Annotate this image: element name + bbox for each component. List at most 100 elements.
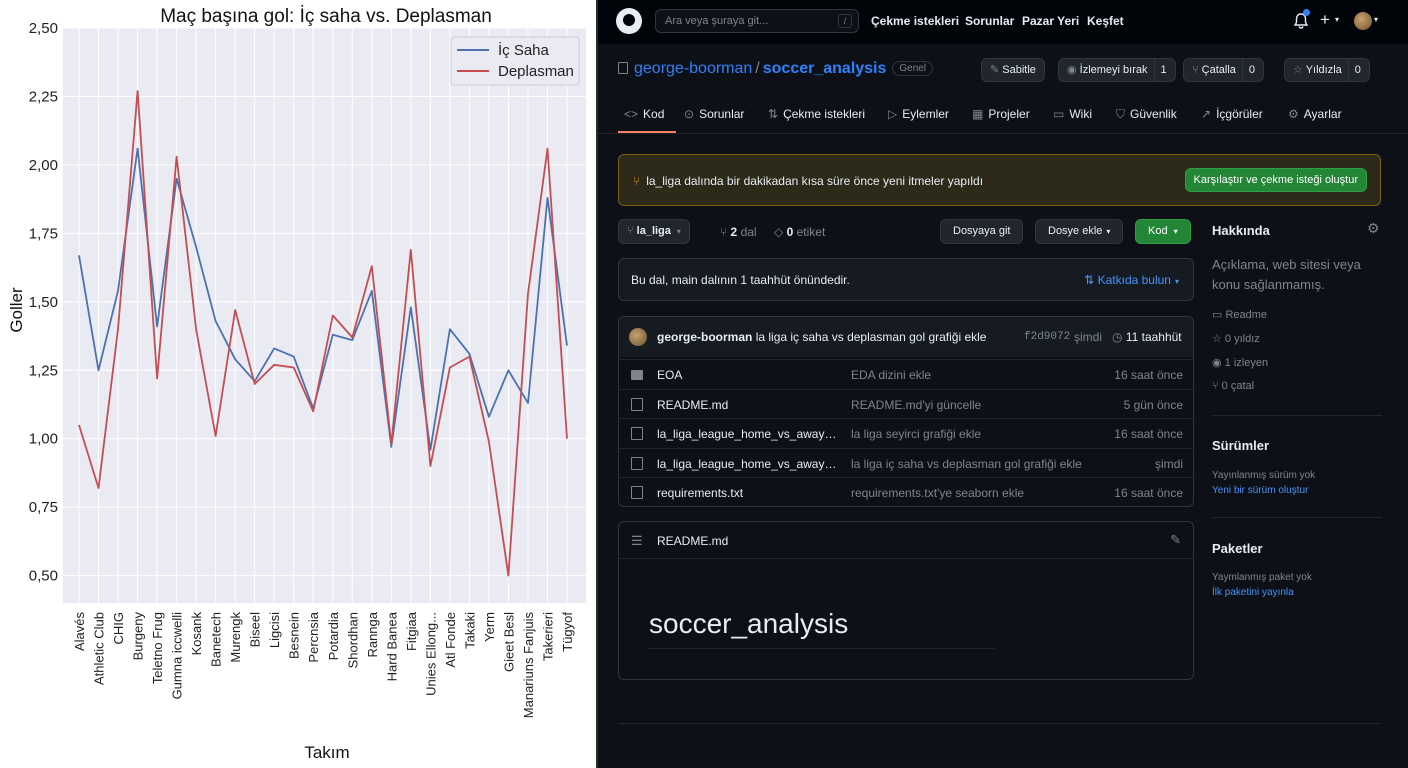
- user-avatar[interactable]: [1354, 12, 1372, 30]
- tag-icon: ◇: [774, 225, 787, 239]
- y-tick-label: 2,00: [29, 157, 58, 174]
- repo-owner-link[interactable]: george-boorman: [634, 60, 753, 77]
- readme-panel: ☰ README.md ✎ soccer_analysis: [618, 521, 1194, 680]
- y-axis-label: Goller: [7, 287, 26, 333]
- x-tick-label: Shordhan: [345, 612, 360, 668]
- star-icon: ☆: [1212, 333, 1225, 345]
- window-divider[interactable]: [596, 0, 598, 768]
- nav-explore[interactable]: Keşfet: [1087, 14, 1124, 28]
- branches-link[interactable]: ⑂ 2 dal: [720, 225, 757, 239]
- tab-issues[interactable]: ⊙ Sorunlar: [684, 107, 745, 121]
- x-tick-label: Tügyof: [560, 612, 575, 652]
- edit-pencil-icon[interactable]: ✎: [1170, 532, 1181, 547]
- pull-request-icon: ⇅: [768, 107, 779, 121]
- book-icon: ▭: [1053, 107, 1065, 121]
- readme-link[interactable]: ▭ Readme: [1212, 309, 1268, 321]
- code-button[interactable]: Kod ▾: [1135, 219, 1191, 244]
- tab-pull-requests[interactable]: ⇅ Çekme istekleri: [768, 107, 866, 121]
- x-tick-label: Takerieri: [540, 612, 555, 661]
- file-row[interactable]: la_liga_league_home_vs_away_att... la li…: [619, 418, 1195, 448]
- nav-issues[interactable]: Sorunlar: [965, 14, 1015, 28]
- file-icon: [631, 398, 643, 411]
- x-tick-label: Manariuns Fanjuis: [521, 612, 536, 719]
- pull-request-icon: ⇅: [1084, 273, 1098, 287]
- x-tick-label: Gumna iccwelli: [170, 612, 185, 700]
- tab-projects[interactable]: ▦ Projeler: [972, 107, 1030, 121]
- tab-settings[interactable]: ⚙ Ayarlar: [1288, 107, 1342, 121]
- unwatch-button[interactable]: ◉ İzlemeyi bırak 1: [1058, 58, 1176, 82]
- repo-name-link[interactable]: soccer_analysis: [762, 60, 887, 77]
- go-to-file-button[interactable]: Dosyaya git: [940, 219, 1024, 244]
- x-tick-label: Athletic Club: [92, 612, 107, 685]
- about-description: Açıklama, web sitesi veya konu sağlanmam…: [1212, 257, 1361, 292]
- watchers-link[interactable]: ◉ 1 izleyen: [1212, 357, 1269, 369]
- code-icon: <>: [624, 107, 639, 121]
- branch-select[interactable]: ⑂ la_liga ▾: [618, 219, 690, 244]
- line-chart: 0,50 0,75 1,00 1,25 1,50 1,75 2,00 2,25 2,50 Alav…: [7, 6, 586, 762]
- recent-push-banner: ⑂ la_liga dalında bir dakikadan kısa süre…: [618, 154, 1381, 206]
- series-line: [78, 147, 568, 451]
- notification-dot-icon: [1303, 9, 1310, 16]
- stars-link[interactable]: ☆ 0 yıldız: [1212, 333, 1260, 345]
- publish-package-link[interactable]: İlk paketini yayınla: [1212, 587, 1294, 598]
- file-row[interactable]: README.md README.md'yi güncelle 5 gün ön…: [619, 389, 1195, 419]
- commit-message-link[interactable]: la liga iç saha vs deplasman gol grafiği…: [755, 330, 987, 344]
- y-tick-label: 1,25: [29, 362, 58, 379]
- x-tick-label: Percnsia: [306, 611, 321, 662]
- eye-icon: ◉: [1212, 357, 1225, 369]
- x-tick-label: Rannga: [365, 611, 380, 657]
- branch-icon: ⑂: [633, 174, 641, 188]
- file-row[interactable]: la_liga_league_home_vs_away_goa... la li…: [619, 448, 1195, 478]
- x-tick-label: Besnein: [287, 612, 302, 659]
- compare-pull-request-button[interactable]: Karşılaştır ve çekme isteği oluştur: [1184, 168, 1367, 192]
- footer-divider: [618, 723, 1381, 724]
- tab-actions[interactable]: ▷ Eylemler: [888, 107, 949, 121]
- x-tick-label: Kosank: [189, 612, 204, 656]
- readme-title[interactable]: README.md: [657, 534, 729, 548]
- readme-heading: soccer_analysis: [649, 608, 849, 639]
- list-icon[interactable]: ☰: [631, 533, 643, 548]
- tags-link[interactable]: ◇ 0 etiket: [774, 225, 826, 239]
- github-logo-icon[interactable]: [616, 8, 642, 34]
- add-file-button[interactable]: Dosye ekle ▾: [1035, 219, 1124, 244]
- commit-history-link[interactable]: ◷ 11 taahhüt: [1112, 330, 1182, 344]
- tab-insights[interactable]: ↗ İçgörüler: [1201, 107, 1263, 121]
- author-avatar: [629, 328, 647, 346]
- divider: [1212, 415, 1382, 416]
- x-tick-label: Potardia: [326, 611, 341, 660]
- branch-icon: ⑂: [627, 225, 637, 237]
- x-axis-label: Takım: [304, 743, 349, 762]
- tab-code[interactable]: <> Kod: [624, 107, 665, 121]
- chart-title: Maç başına gol: İç saha vs. Deplasman: [160, 6, 492, 27]
- create-release-link[interactable]: Yeni bir sürüm oluştur: [1212, 485, 1309, 496]
- tab-wiki[interactable]: ▭ Wiki: [1053, 107, 1093, 121]
- y-tick-label: 1,50: [29, 294, 58, 311]
- pin-button[interactable]: ✎ Sabitle: [981, 58, 1045, 82]
- commit-author-link[interactable]: george-boorman: [657, 330, 753, 344]
- nav-marketplace[interactable]: Pazar Yeri: [1022, 14, 1080, 28]
- search-input[interactable]: Ara veya şuraya git... /: [655, 9, 859, 33]
- tab-security[interactable]: ⛉ Güvenlik: [1116, 107, 1177, 121]
- y-tick-label: 2,25: [29, 88, 58, 105]
- forks-link[interactable]: ⑂ 0 çatal: [1212, 380, 1255, 392]
- packages-heading[interactable]: Paketler: [1212, 541, 1263, 556]
- y-tick-label: 0,75: [29, 499, 58, 516]
- active-tab-indicator: [618, 131, 676, 133]
- shield-icon: ⛉: [1116, 107, 1126, 121]
- fork-icon: ⑂: [1192, 64, 1202, 76]
- github-window: Ara veya şuraya git... / Çekme istekleri…: [598, 0, 1408, 768]
- plot-background: [63, 28, 586, 603]
- nav-pull-requests[interactable]: Çekme istekleri: [871, 14, 960, 28]
- fork-button[interactable]: ⑂ Çatalla 0: [1183, 58, 1265, 82]
- gear-icon[interactable]: ⚙: [1367, 220, 1380, 236]
- releases-heading[interactable]: Sürümler: [1212, 438, 1270, 453]
- commit-hash[interactable]: f2d9072: [1024, 331, 1071, 343]
- branch-icon: ⑂: [720, 225, 731, 239]
- star-button[interactable]: ☆ Yıldızla 0: [1284, 58, 1370, 82]
- file-row[interactable]: requirements.txt requirements.txt'ye sea…: [619, 477, 1195, 507]
- x-tick-label: Alavés: [72, 612, 87, 652]
- create-new-plus-icon[interactable]: +: [1320, 10, 1330, 29]
- slash-key-icon: /: [838, 14, 852, 28]
- file-row[interactable]: EOA EDA dizini ekle 16 saat önce: [619, 359, 1195, 389]
- contribute-dropdown[interactable]: ⇅ Katkıda bulun ▾: [1084, 273, 1179, 287]
